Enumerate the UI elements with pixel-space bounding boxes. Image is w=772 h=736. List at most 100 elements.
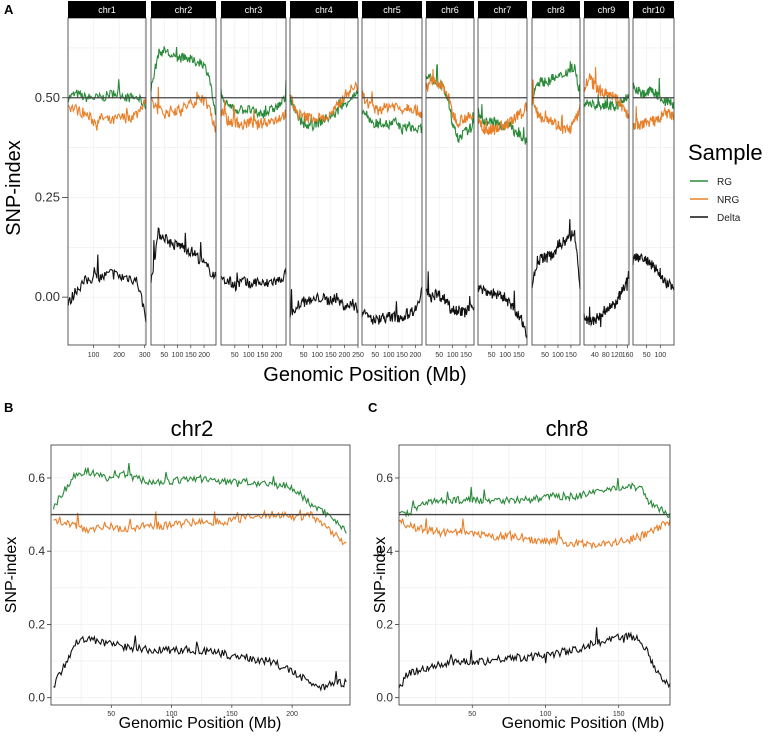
panel-b-x-axis-title: Genomic Position (Mb) <box>119 715 282 732</box>
facet-strip <box>584 1 629 18</box>
facet-series-delta-line <box>220 267 287 293</box>
legend-label-delta: Delta <box>717 213 741 224</box>
facet-series-nrg-line <box>477 102 528 136</box>
panel-a-facet: chr6 50 100 150 <box>425 1 475 359</box>
facet-x-tick-label: 100 <box>552 352 564 359</box>
panel-c-x-tick-label: 50 <box>468 711 476 718</box>
facet-series-nrg-line <box>361 90 423 119</box>
facet-x-tick-label: 100 <box>311 352 323 359</box>
facet-strip <box>362 1 422 18</box>
panel-a-facet: chr1 100 200 300 <box>67 1 151 359</box>
facet-series-rg-line <box>531 61 581 106</box>
facet-background <box>478 18 527 345</box>
facet-background <box>68 18 146 345</box>
panel-label-a: A <box>4 2 14 17</box>
panel-c-y-axis-title: SNP-index <box>372 537 389 613</box>
panel-c-series-delta-line <box>398 627 671 689</box>
facet-series-delta-line <box>425 271 475 318</box>
facet-series-rg-line <box>361 109 423 136</box>
facet-strip <box>426 1 474 18</box>
facet-strip <box>532 1 580 18</box>
panel-c-series-rg-line <box>399 478 671 519</box>
panel-b-y-tick-label: 0.0 <box>28 691 45 705</box>
facet-background <box>532 18 580 345</box>
facet-strip <box>478 1 527 18</box>
panel-a-y-axis-title: SNP-index <box>3 140 25 236</box>
facet-x-tick-label: 50 <box>160 352 168 359</box>
panel-a-facet: chr5 50 100 150 200 <box>361 1 423 359</box>
panel-a-facet: chr10 50 100 <box>632 1 675 359</box>
facet-strip-label: chr3 <box>245 5 263 15</box>
panel-b-x-tick-label: 150 <box>226 711 238 718</box>
facet-x-tick-label: 50 <box>371 352 379 359</box>
facet-x-tick-label: 50 <box>541 352 549 359</box>
facet-background <box>290 18 358 345</box>
facet-strip-label: chr9 <box>598 5 616 15</box>
facet-x-tick-label: 100 <box>243 352 255 359</box>
facet-x-tick-label: 80 <box>602 352 610 359</box>
facet-series-nrg-line <box>531 79 581 135</box>
facet-x-tick-label: 250 <box>352 352 364 359</box>
facet-background <box>221 18 286 345</box>
facet-x-tick-label: 200 <box>113 352 125 359</box>
facet-x-tick-label: 300 <box>139 352 151 359</box>
facet-strip-label: chr5 <box>383 5 401 15</box>
panel-b-chart: 0.0 0.2 0.4 0.6 50 100 150 200 <box>28 444 351 718</box>
facet-strip-label: chr2 <box>175 5 193 15</box>
panel-c-title: chr8 <box>546 416 589 441</box>
facet-background <box>362 18 422 345</box>
panel-b-y-axis-title: SNP-index <box>3 537 20 613</box>
facet-series-rg-line <box>220 80 287 119</box>
panel-a-facet: chr8 50 100 150 <box>531 1 581 359</box>
panel-b-background <box>51 445 350 705</box>
facet-series-rg-line <box>583 93 630 112</box>
facet-background <box>151 18 216 345</box>
facet-strip <box>221 1 286 18</box>
panel-c-border <box>398 444 671 706</box>
panel-b-x-tick-label: 100 <box>166 711 178 718</box>
panel-c-x-axis-title: Genomic Position (Mb) <box>502 715 665 732</box>
facet-strip-label: chr4 <box>315 5 333 15</box>
panel-b-x-tick-label: 200 <box>286 711 298 718</box>
facet-x-tick-label: 50 <box>231 352 239 359</box>
facet-x-tick-label: 100 <box>447 352 459 359</box>
facet-x-tick-label: 150 <box>325 352 337 359</box>
facet-strip <box>290 1 358 18</box>
facet-x-tick-label: 100 <box>654 352 666 359</box>
facet-series-nrg-line <box>583 67 630 119</box>
panel-b-series-nrg-line <box>53 509 347 546</box>
panel-b-y-tick-label: 0.2 <box>28 617 45 631</box>
facet-x-tick-label: 100 <box>172 352 184 359</box>
facet-background <box>584 18 629 345</box>
panel-b-y-tick-label: 0.4 <box>28 544 45 558</box>
legend-label-nrg: NRG <box>717 195 739 206</box>
panel-a-facet: chr3 50 100 150 200 <box>220 1 287 359</box>
panel-a-y-tick-label: 0.50 <box>35 90 60 105</box>
facet-x-tick-label: 50 <box>488 352 496 359</box>
panel-c-y-tick-label: 0.0 <box>376 691 393 705</box>
facet-series-rg-line <box>425 64 475 143</box>
facet-background <box>633 18 674 345</box>
facet-strip-label: chr7 <box>494 5 512 15</box>
facet-series-rg-line <box>632 77 675 110</box>
facet-series-delta-line <box>361 286 423 325</box>
legend-title: Sample <box>688 140 763 165</box>
facet-series-rg-line <box>150 46 217 116</box>
facet-x-tick-label: 160 <box>622 352 634 359</box>
panel-c-series-nrg-line <box>398 518 671 550</box>
facet-series-delta-line <box>583 270 630 328</box>
facet-series-delta-line <box>477 284 528 339</box>
facet-x-tick-label: 150 <box>513 352 525 359</box>
facet-x-tick-label: 40 <box>591 352 599 359</box>
panel-b-series-delta-line <box>53 634 347 692</box>
facet-series-nrg-line <box>220 100 287 131</box>
facet-strip <box>68 1 146 18</box>
facet-strip <box>151 1 216 18</box>
facet-series-rg-line <box>289 90 359 132</box>
panel-b-series-rg-line <box>52 463 347 534</box>
panel-c-y-tick-label: 0.6 <box>376 471 393 485</box>
facet-strip-label: chr1 <box>98 5 116 15</box>
panel-b-border <box>50 444 351 706</box>
